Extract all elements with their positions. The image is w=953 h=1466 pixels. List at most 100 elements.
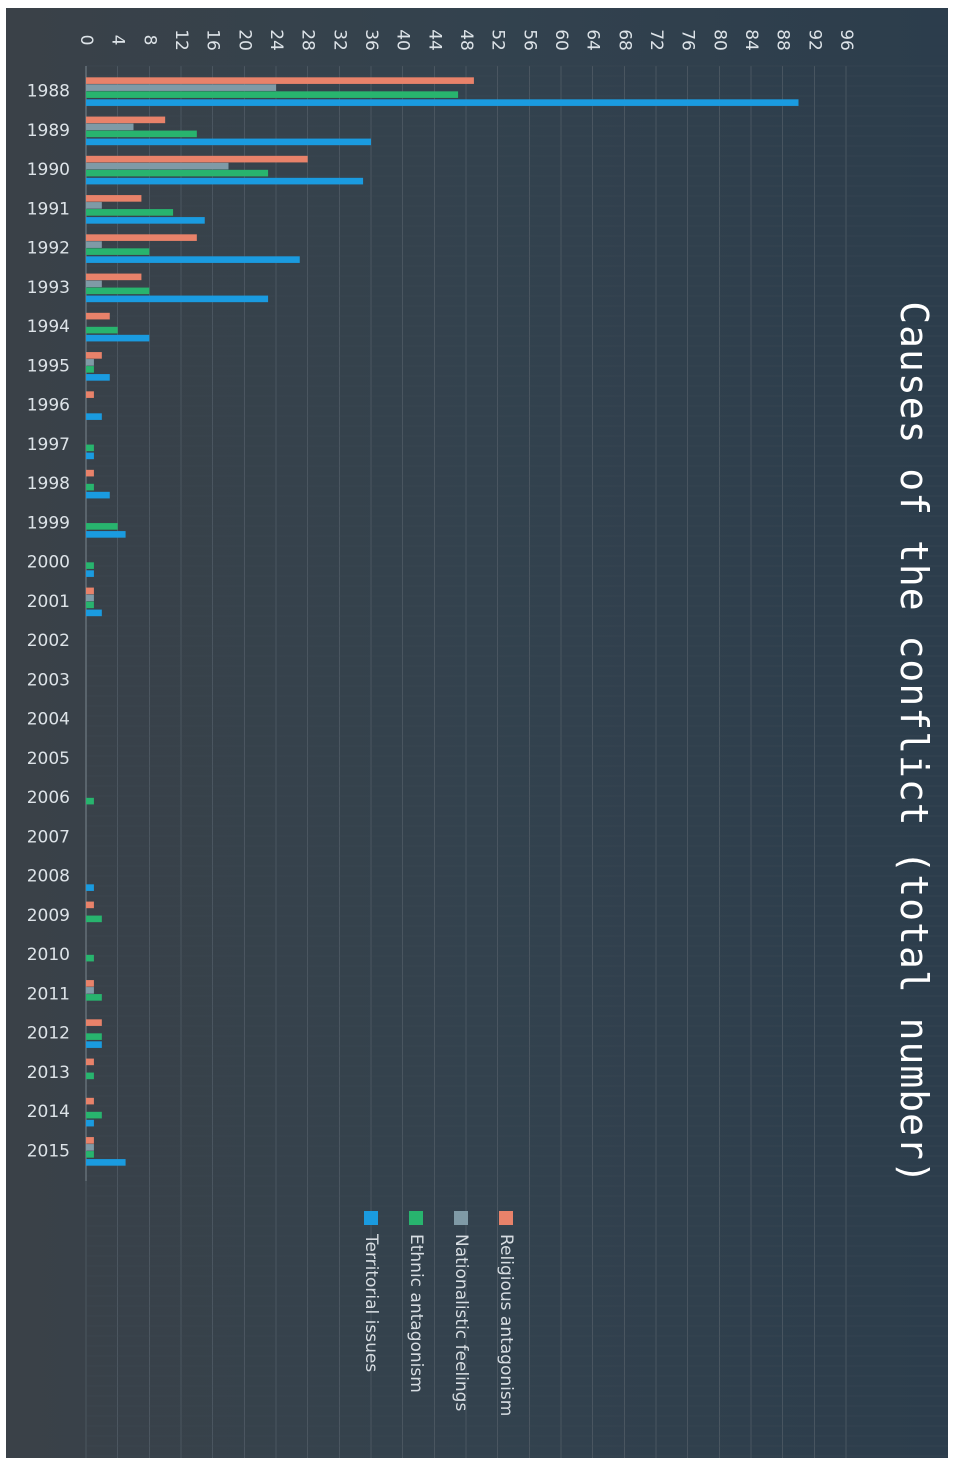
bar-religious-antagonism bbox=[86, 469, 94, 477]
bar-ethnic-antagonism bbox=[86, 91, 459, 98]
value-tick-label: 36 bbox=[361, 29, 381, 51]
category-tick-label: 1992 bbox=[27, 239, 70, 259]
bar-territorial-issues bbox=[86, 1119, 94, 1127]
value-tick-label: 28 bbox=[298, 29, 318, 51]
legend-swatch bbox=[454, 1211, 468, 1225]
chart-panel: 1988 1989 1990 1991 1992 1993 1994 1995 1996 1997… bbox=[6, 8, 948, 1458]
bar-religious-antagonism bbox=[86, 1137, 94, 1144]
bar-ethnic-antagonism bbox=[86, 248, 150, 255]
bar-ethnic-antagonism bbox=[86, 287, 150, 295]
bar-territorial-issues bbox=[86, 138, 371, 146]
bar-territorial-issues bbox=[86, 177, 364, 185]
category-tick-label: 2009 bbox=[27, 906, 70, 926]
bar-ethnic-antagonism bbox=[86, 444, 94, 452]
bar-ethnic-antagonism bbox=[86, 562, 94, 569]
value-tick-label: 8 bbox=[139, 35, 159, 46]
gridlines bbox=[85, 65, 948, 1458]
value-tick-label: 20 bbox=[234, 29, 254, 51]
bar-nationalistic-feelings bbox=[86, 84, 276, 91]
bar-nationalistic-feelings bbox=[86, 987, 94, 994]
bar-ethnic-antagonism bbox=[86, 601, 94, 609]
category-tick-label: 1993 bbox=[27, 278, 70, 298]
bar-ethnic-antagonism bbox=[86, 523, 118, 530]
category-tick-label: 1990 bbox=[27, 160, 70, 180]
category-tick-label: 2014 bbox=[27, 1102, 70, 1122]
bar-territorial-issues bbox=[86, 295, 269, 303]
bar-territorial-issues bbox=[86, 334, 150, 342]
bar-religious-antagonism bbox=[86, 195, 142, 202]
legend-swatch bbox=[409, 1211, 423, 1225]
chart-title: Causes of the conflict (total number) bbox=[892, 301, 936, 1184]
bar-territorial-issues bbox=[86, 217, 205, 224]
value-tick-label: 84 bbox=[741, 29, 761, 51]
bar-territorial-issues bbox=[86, 256, 300, 263]
category-tick-label: 2013 bbox=[27, 1063, 70, 1083]
bar-nationalistic-feelings bbox=[86, 241, 102, 248]
bar-territorial-issues bbox=[86, 1041, 102, 1048]
bar-territorial-issues bbox=[86, 1159, 126, 1166]
value-tick-label: 4 bbox=[108, 35, 128, 46]
category-tick-label: 2003 bbox=[27, 670, 70, 690]
bars bbox=[86, 77, 799, 1166]
value-axis: 0 4 8 12 16 20 24 28 32 36 40 44 48 52 56 60 64 68 72 76 80 8… bbox=[76, 29, 856, 51]
category-tick-label: 1991 bbox=[27, 199, 70, 219]
bar-religious-antagonism bbox=[86, 901, 94, 909]
bar-nationalistic-feelings bbox=[86, 359, 94, 366]
bar-nationalistic-feelings bbox=[86, 202, 102, 209]
legend-swatch bbox=[499, 1211, 513, 1225]
category-tick-label: 2001 bbox=[27, 592, 70, 612]
bar-ethnic-antagonism bbox=[86, 209, 174, 216]
bar-religious-antagonism bbox=[86, 587, 94, 595]
category-tick-label: 2002 bbox=[27, 631, 70, 651]
bar-territorial-issues bbox=[86, 491, 110, 499]
bar-territorial-issues bbox=[86, 99, 799, 106]
bar-territorial-issues bbox=[86, 884, 94, 891]
category-tick-label: 1998 bbox=[27, 474, 70, 494]
category-tick-label: 1997 bbox=[27, 435, 70, 455]
category-tick-label: 1988 bbox=[27, 82, 70, 102]
legend: Religious antagonism Nationalistic feelin… bbox=[361, 1211, 516, 1416]
value-tick-label: 80 bbox=[709, 29, 729, 51]
category-tick-label: 1999 bbox=[27, 513, 70, 533]
legend-label: Ethnic antagonism bbox=[406, 1234, 426, 1393]
value-tick-label: 64 bbox=[583, 29, 603, 51]
value-tick-label: 68 bbox=[614, 29, 634, 51]
category-axis: 1988 1989 1990 1991 1992 1993 1994 1995 1996 1997… bbox=[27, 66, 87, 1181]
legend-label: Territorial issues bbox=[361, 1233, 381, 1372]
category-tick-label: 2007 bbox=[27, 827, 70, 847]
bar-religious-antagonism bbox=[86, 391, 94, 398]
bar-chart: 1988 1989 1990 1991 1992 1993 1994 1995 1996 1997… bbox=[27, 29, 948, 1458]
bar-religious-antagonism bbox=[86, 312, 110, 320]
category-tick-label: 2015 bbox=[27, 1141, 70, 1161]
category-tick-label: 2011 bbox=[27, 984, 70, 1004]
bar-religious-antagonism bbox=[86, 980, 94, 987]
value-tick-label: 12 bbox=[171, 29, 191, 51]
bar-ethnic-antagonism bbox=[86, 1111, 102, 1119]
bar-religious-antagonism bbox=[86, 1058, 94, 1066]
value-tick-label: 32 bbox=[329, 29, 349, 51]
bar-ethnic-antagonism bbox=[86, 797, 94, 805]
value-tick-label: 52 bbox=[488, 29, 508, 51]
category-tick-label: 2000 bbox=[27, 553, 70, 573]
bar-ethnic-antagonism bbox=[86, 169, 269, 177]
bar-ethnic-antagonism bbox=[86, 1033, 102, 1040]
bar-ethnic-antagonism bbox=[86, 954, 94, 962]
bar-territorial-issues bbox=[86, 452, 94, 460]
bar-territorial-issues bbox=[86, 374, 110, 381]
category-tick-label: 1994 bbox=[27, 317, 70, 337]
bar-territorial-issues bbox=[86, 609, 102, 617]
bar-religious-antagonism bbox=[86, 1019, 102, 1026]
bar-religious-antagonism bbox=[86, 116, 166, 124]
bar-nationalistic-feelings bbox=[86, 280, 102, 288]
value-tick-label: 88 bbox=[773, 29, 793, 51]
value-tick-label: 16 bbox=[203, 29, 223, 51]
value-tick-label: 92 bbox=[804, 29, 824, 51]
bar-ethnic-antagonism bbox=[86, 326, 118, 334]
bar-religious-antagonism bbox=[86, 155, 308, 163]
legend-swatch bbox=[364, 1211, 378, 1225]
category-tick-label: 2006 bbox=[27, 788, 70, 808]
bar-ethnic-antagonism bbox=[86, 130, 197, 138]
value-tick-label: 60 bbox=[551, 29, 571, 51]
bar-ethnic-antagonism bbox=[86, 1072, 94, 1080]
legend-label: Religious antagonism bbox=[496, 1234, 516, 1416]
